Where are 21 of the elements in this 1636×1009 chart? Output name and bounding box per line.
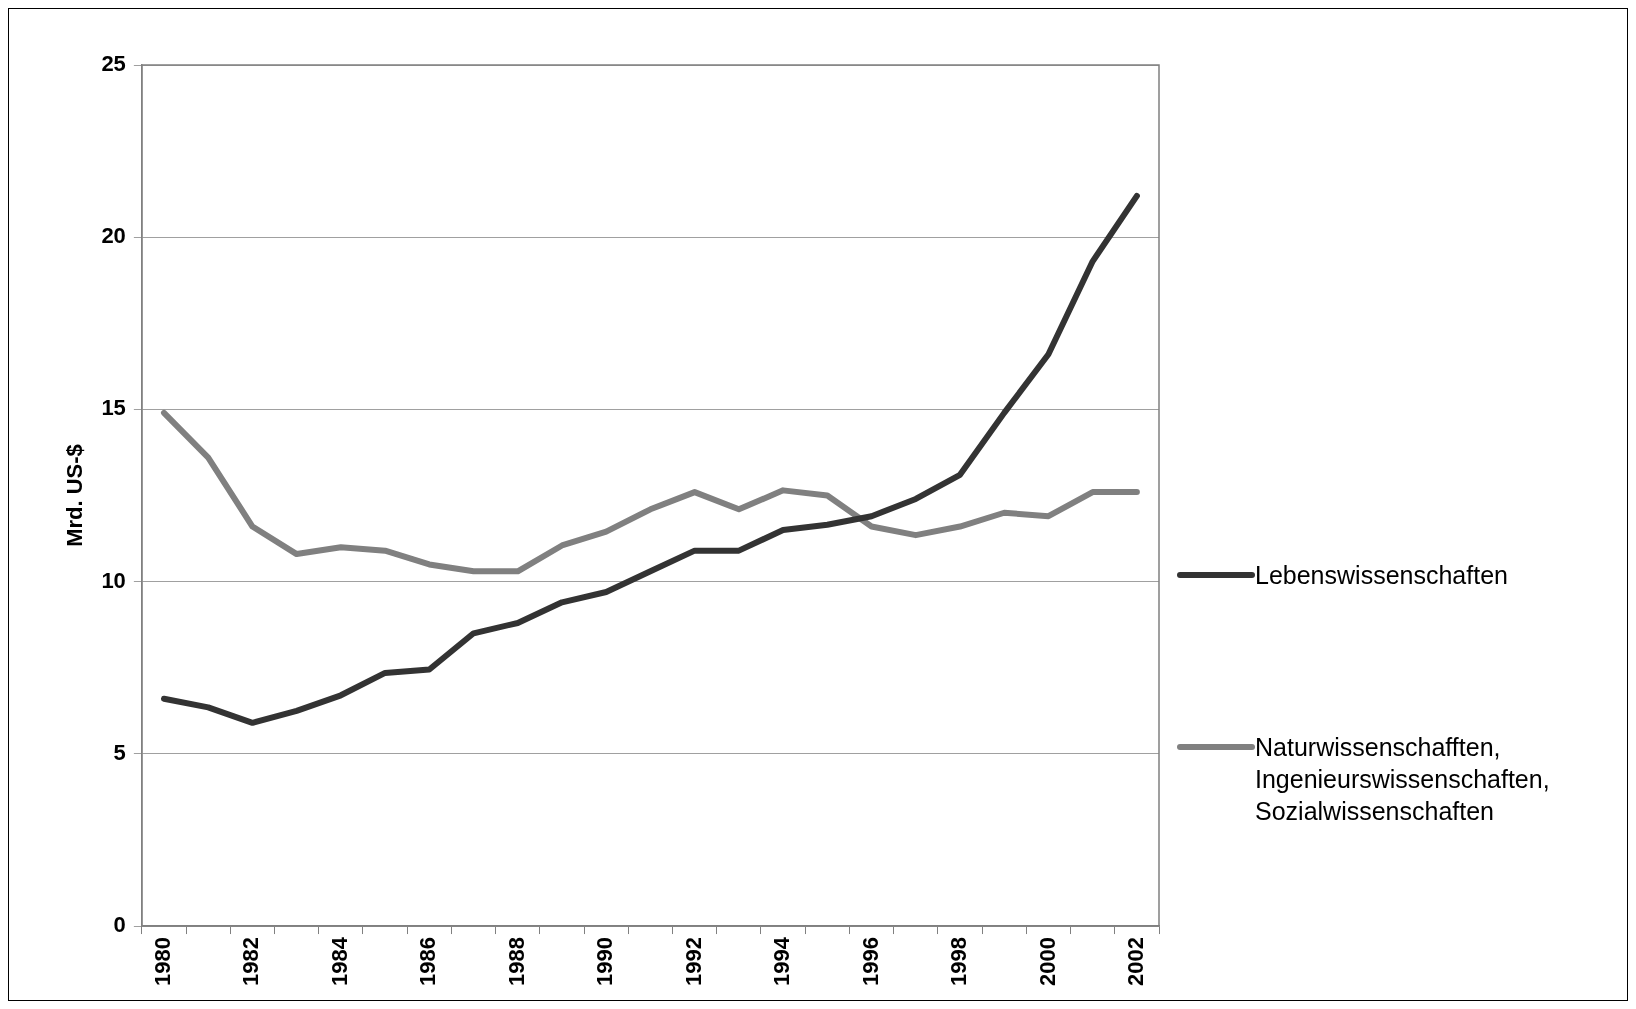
y-tick-label: 20 <box>101 223 126 249</box>
y-axis-title: Mrd. US-$ <box>62 444 88 547</box>
x-tick-label: 1988 <box>503 937 529 987</box>
y-tick-label: 0 <box>113 912 126 938</box>
x-tick-label: 1982 <box>238 937 264 987</box>
x-tick-label: 1980 <box>150 937 176 987</box>
x-tick-label: 1998 <box>946 937 972 987</box>
y-tick-label: 10 <box>101 567 126 593</box>
x-tick-label: 1990 <box>592 937 618 987</box>
y-tick-label: 5 <box>113 739 126 765</box>
x-tick-label: 1984 <box>326 936 352 987</box>
y-tick-label: 15 <box>101 395 126 421</box>
legend-label: Naturwissenschafften, Ingenieurswissenschaften, Sozialwissenschaften <box>1255 732 1551 827</box>
x-tick-label: 2002 <box>1122 937 1148 987</box>
x-tick-label: 1996 <box>857 937 883 987</box>
legend-label: Lebenswissenschaften <box>1255 560 1508 591</box>
x-tick-label: 1992 <box>680 937 706 987</box>
x-tick-label: 2000 <box>1034 937 1060 987</box>
y-tick-label: 25 <box>101 51 126 77</box>
x-tick-label: 1994 <box>769 936 795 987</box>
x-tick-label: 1986 <box>415 937 441 987</box>
